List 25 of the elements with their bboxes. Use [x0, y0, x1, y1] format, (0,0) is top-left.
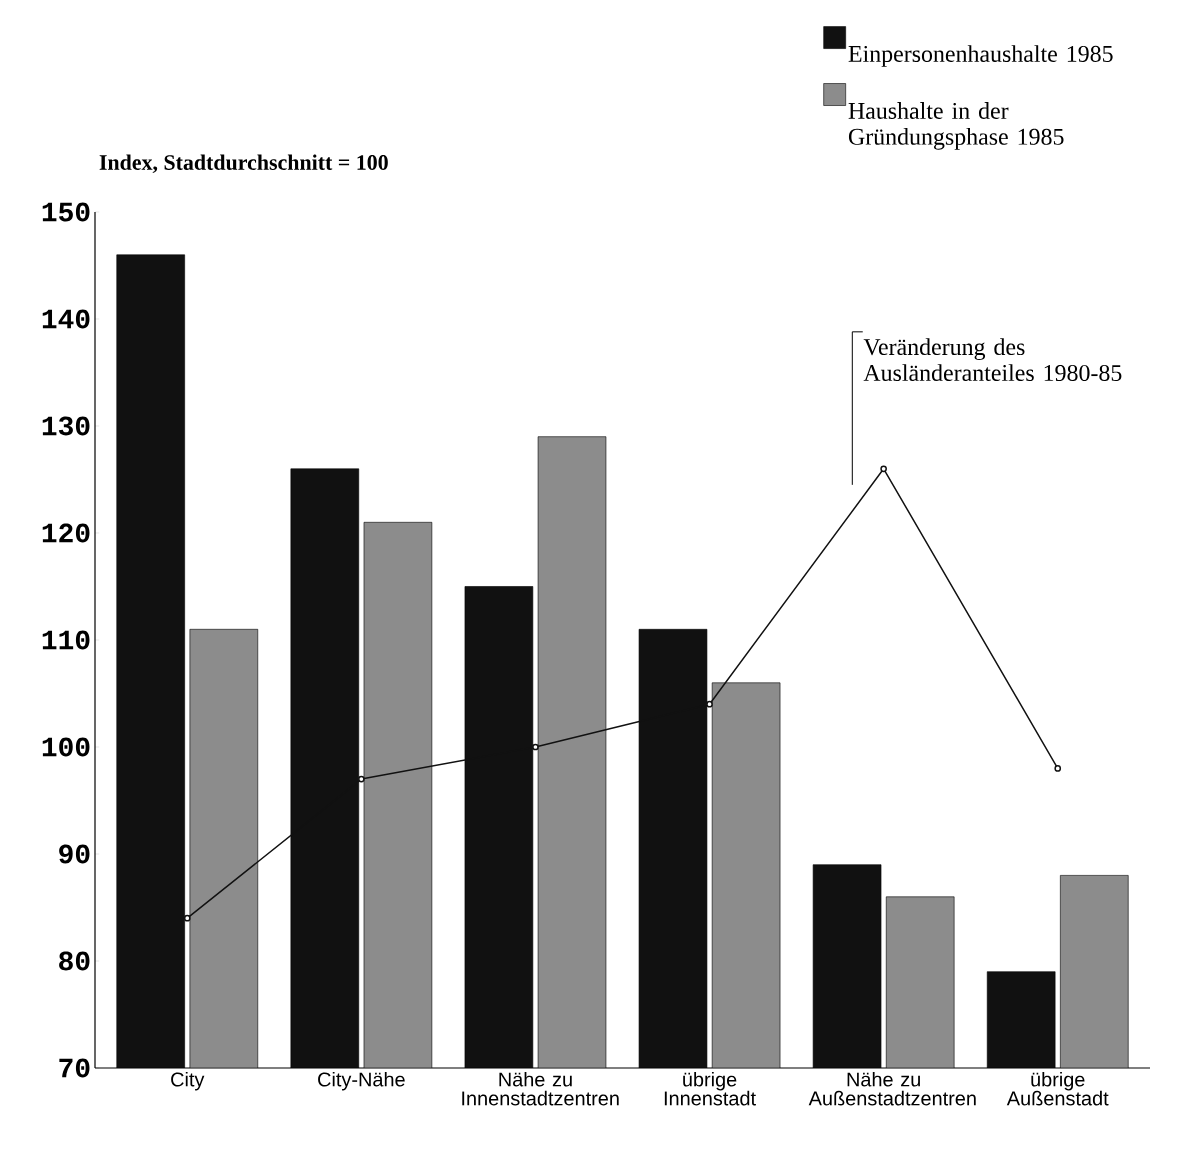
x-tick-label: übrige Außenstadt — [1006, 1071, 1109, 1106]
y-tick-label: 100 — [42, 737, 90, 757]
x-tick-label: Nähe zu Außenstadtzentren — [808, 1071, 976, 1106]
y-tick-label: 150 — [42, 202, 90, 222]
legend-label: Haushalte in der Gründungsphase 1985 — [848, 102, 1064, 150]
point — [532, 743, 539, 751]
y-tick-label: 110 — [42, 630, 90, 650]
x-tick-label: City-Nähe — [318, 1071, 405, 1091]
y-tick-label: 120 — [42, 523, 90, 543]
y-tick-label: 90 — [59, 844, 90, 864]
y-tick-label: 140 — [42, 309, 90, 329]
point — [880, 465, 887, 473]
point — [183, 914, 191, 922]
legend-label: Einpersonenhaushalte 1985 — [848, 45, 1113, 67]
x-tick-label: Nähe zu Innenstadtzentren — [462, 1071, 619, 1106]
y-tick-label: 130 — [42, 416, 90, 436]
y-axis-title: Index, Stadtdurchschnitt = 100 — [99, 154, 388, 174]
point — [706, 700, 713, 708]
y-tick-label: 70 — [59, 1058, 90, 1078]
point — [1054, 765, 1062, 772]
text: Veränderung des Ausländeranteiles 1980-85 — [863, 338, 1122, 382]
y-tick-label: 80 — [59, 951, 90, 971]
point — [358, 775, 365, 783]
x-tick-label: City — [171, 1071, 205, 1091]
x-tick-label: übrige Innenstadt — [664, 1071, 756, 1106]
